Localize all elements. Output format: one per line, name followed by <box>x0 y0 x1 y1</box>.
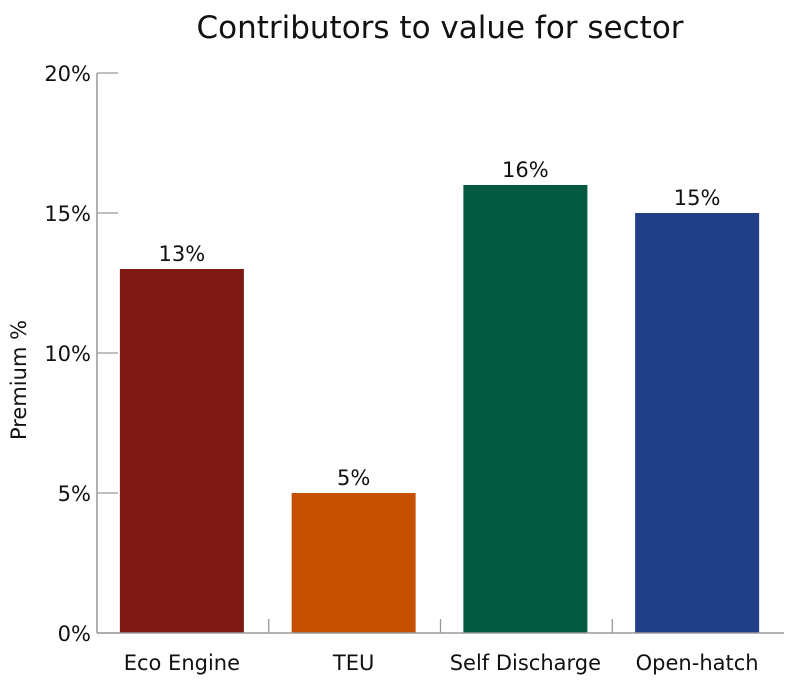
data-label: 16% <box>502 158 549 182</box>
bar-teu <box>291 493 416 633</box>
y-tick-label: 20% <box>44 62 91 86</box>
x-tick-label: Self Discharge <box>450 651 601 675</box>
y-tick-label: 0% <box>58 622 91 646</box>
data-label: 15% <box>674 186 721 210</box>
y-tick-label: 15% <box>44 202 91 226</box>
data-label: 13% <box>159 242 206 266</box>
chart-title: Contributors to value for sector <box>196 10 683 46</box>
data-label: 5% <box>337 466 370 490</box>
y-tick-label: 5% <box>58 482 91 506</box>
x-tick-label: TEU <box>332 651 374 675</box>
x-tick-label: Open-hatch <box>636 651 759 675</box>
x-tick-label: Eco Engine <box>124 651 240 675</box>
y-tick-label: 10% <box>44 342 91 366</box>
y-axis-label: Premium % <box>7 320 31 440</box>
bar-self-discharge <box>463 185 588 633</box>
bar-eco-engine <box>119 269 244 633</box>
bar-open-hatch <box>635 213 760 633</box>
